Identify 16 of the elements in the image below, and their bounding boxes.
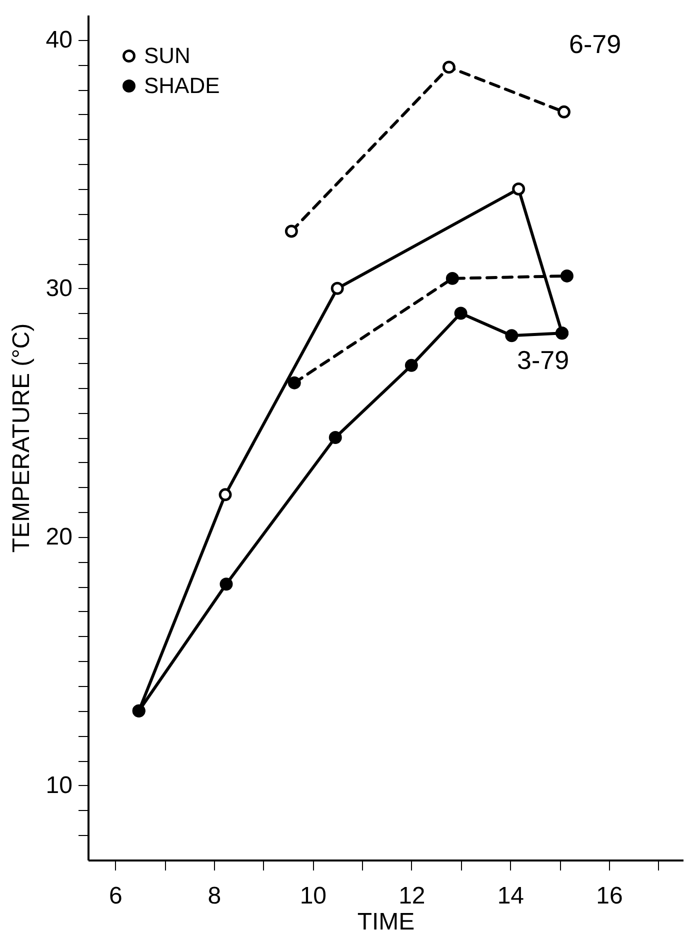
y-tick-label: 20 [46,523,72,550]
y-axis-title: TEMPERATURE (°C) [8,323,35,553]
legend-label: SUN [144,43,190,68]
y-tick-label: 10 [46,772,72,799]
annotation: 3-79 [516,345,570,375]
x-tick-label: 16 [596,882,623,910]
x-tick-label: 10 [300,882,327,910]
x-tick-label: 14 [497,882,524,910]
annotation: 6-79 [568,29,622,59]
y-tick-label: 30 [46,274,72,302]
x-tick-label: 12 [398,882,426,910]
x-tick-label: 6 [108,882,122,910]
x-tick-label: 8 [208,882,222,910]
legend-label: SHADE [144,73,220,98]
y-tick-label: 40 [46,26,72,54]
x-axis-title: TIME [357,908,415,936]
